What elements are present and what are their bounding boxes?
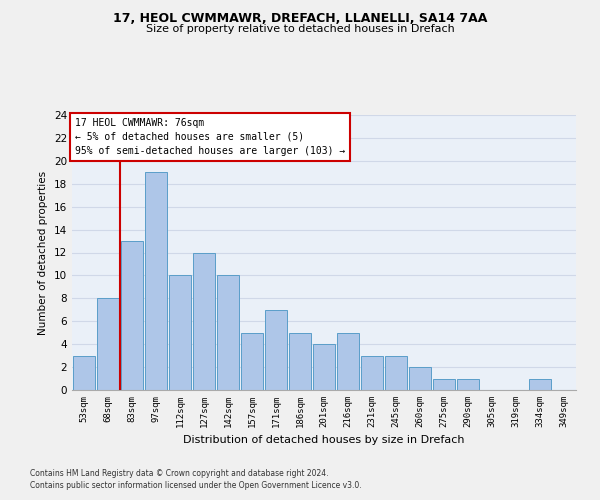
Text: 17, HEOL CWMMAWR, DREFACH, LLANELLI, SA14 7AA: 17, HEOL CWMMAWR, DREFACH, LLANELLI, SA1… xyxy=(113,12,487,26)
Bar xyxy=(337,332,359,390)
Bar xyxy=(121,241,143,390)
Text: 17 HEOL CWMMAWR: 76sqm
← 5% of detached houses are smaller (5)
95% of semi-detac: 17 HEOL CWMMAWR: 76sqm ← 5% of detached … xyxy=(74,118,345,156)
Text: Contains public sector information licensed under the Open Government Licence v3: Contains public sector information licen… xyxy=(30,481,362,490)
Bar xyxy=(169,276,191,390)
Bar xyxy=(289,332,311,390)
Bar xyxy=(361,356,383,390)
Bar xyxy=(241,332,263,390)
Bar xyxy=(385,356,407,390)
Bar xyxy=(529,378,551,390)
Bar xyxy=(409,367,431,390)
Bar xyxy=(433,378,455,390)
Bar xyxy=(265,310,287,390)
Text: Contains HM Land Registry data © Crown copyright and database right 2024.: Contains HM Land Registry data © Crown c… xyxy=(30,468,329,477)
Bar xyxy=(457,378,479,390)
Bar xyxy=(193,252,215,390)
Text: Size of property relative to detached houses in Drefach: Size of property relative to detached ho… xyxy=(146,24,454,34)
Bar xyxy=(97,298,119,390)
Y-axis label: Number of detached properties: Number of detached properties xyxy=(38,170,49,334)
X-axis label: Distribution of detached houses by size in Drefach: Distribution of detached houses by size … xyxy=(183,436,465,446)
Bar xyxy=(145,172,167,390)
Bar xyxy=(73,356,95,390)
Bar xyxy=(217,276,239,390)
Bar xyxy=(313,344,335,390)
